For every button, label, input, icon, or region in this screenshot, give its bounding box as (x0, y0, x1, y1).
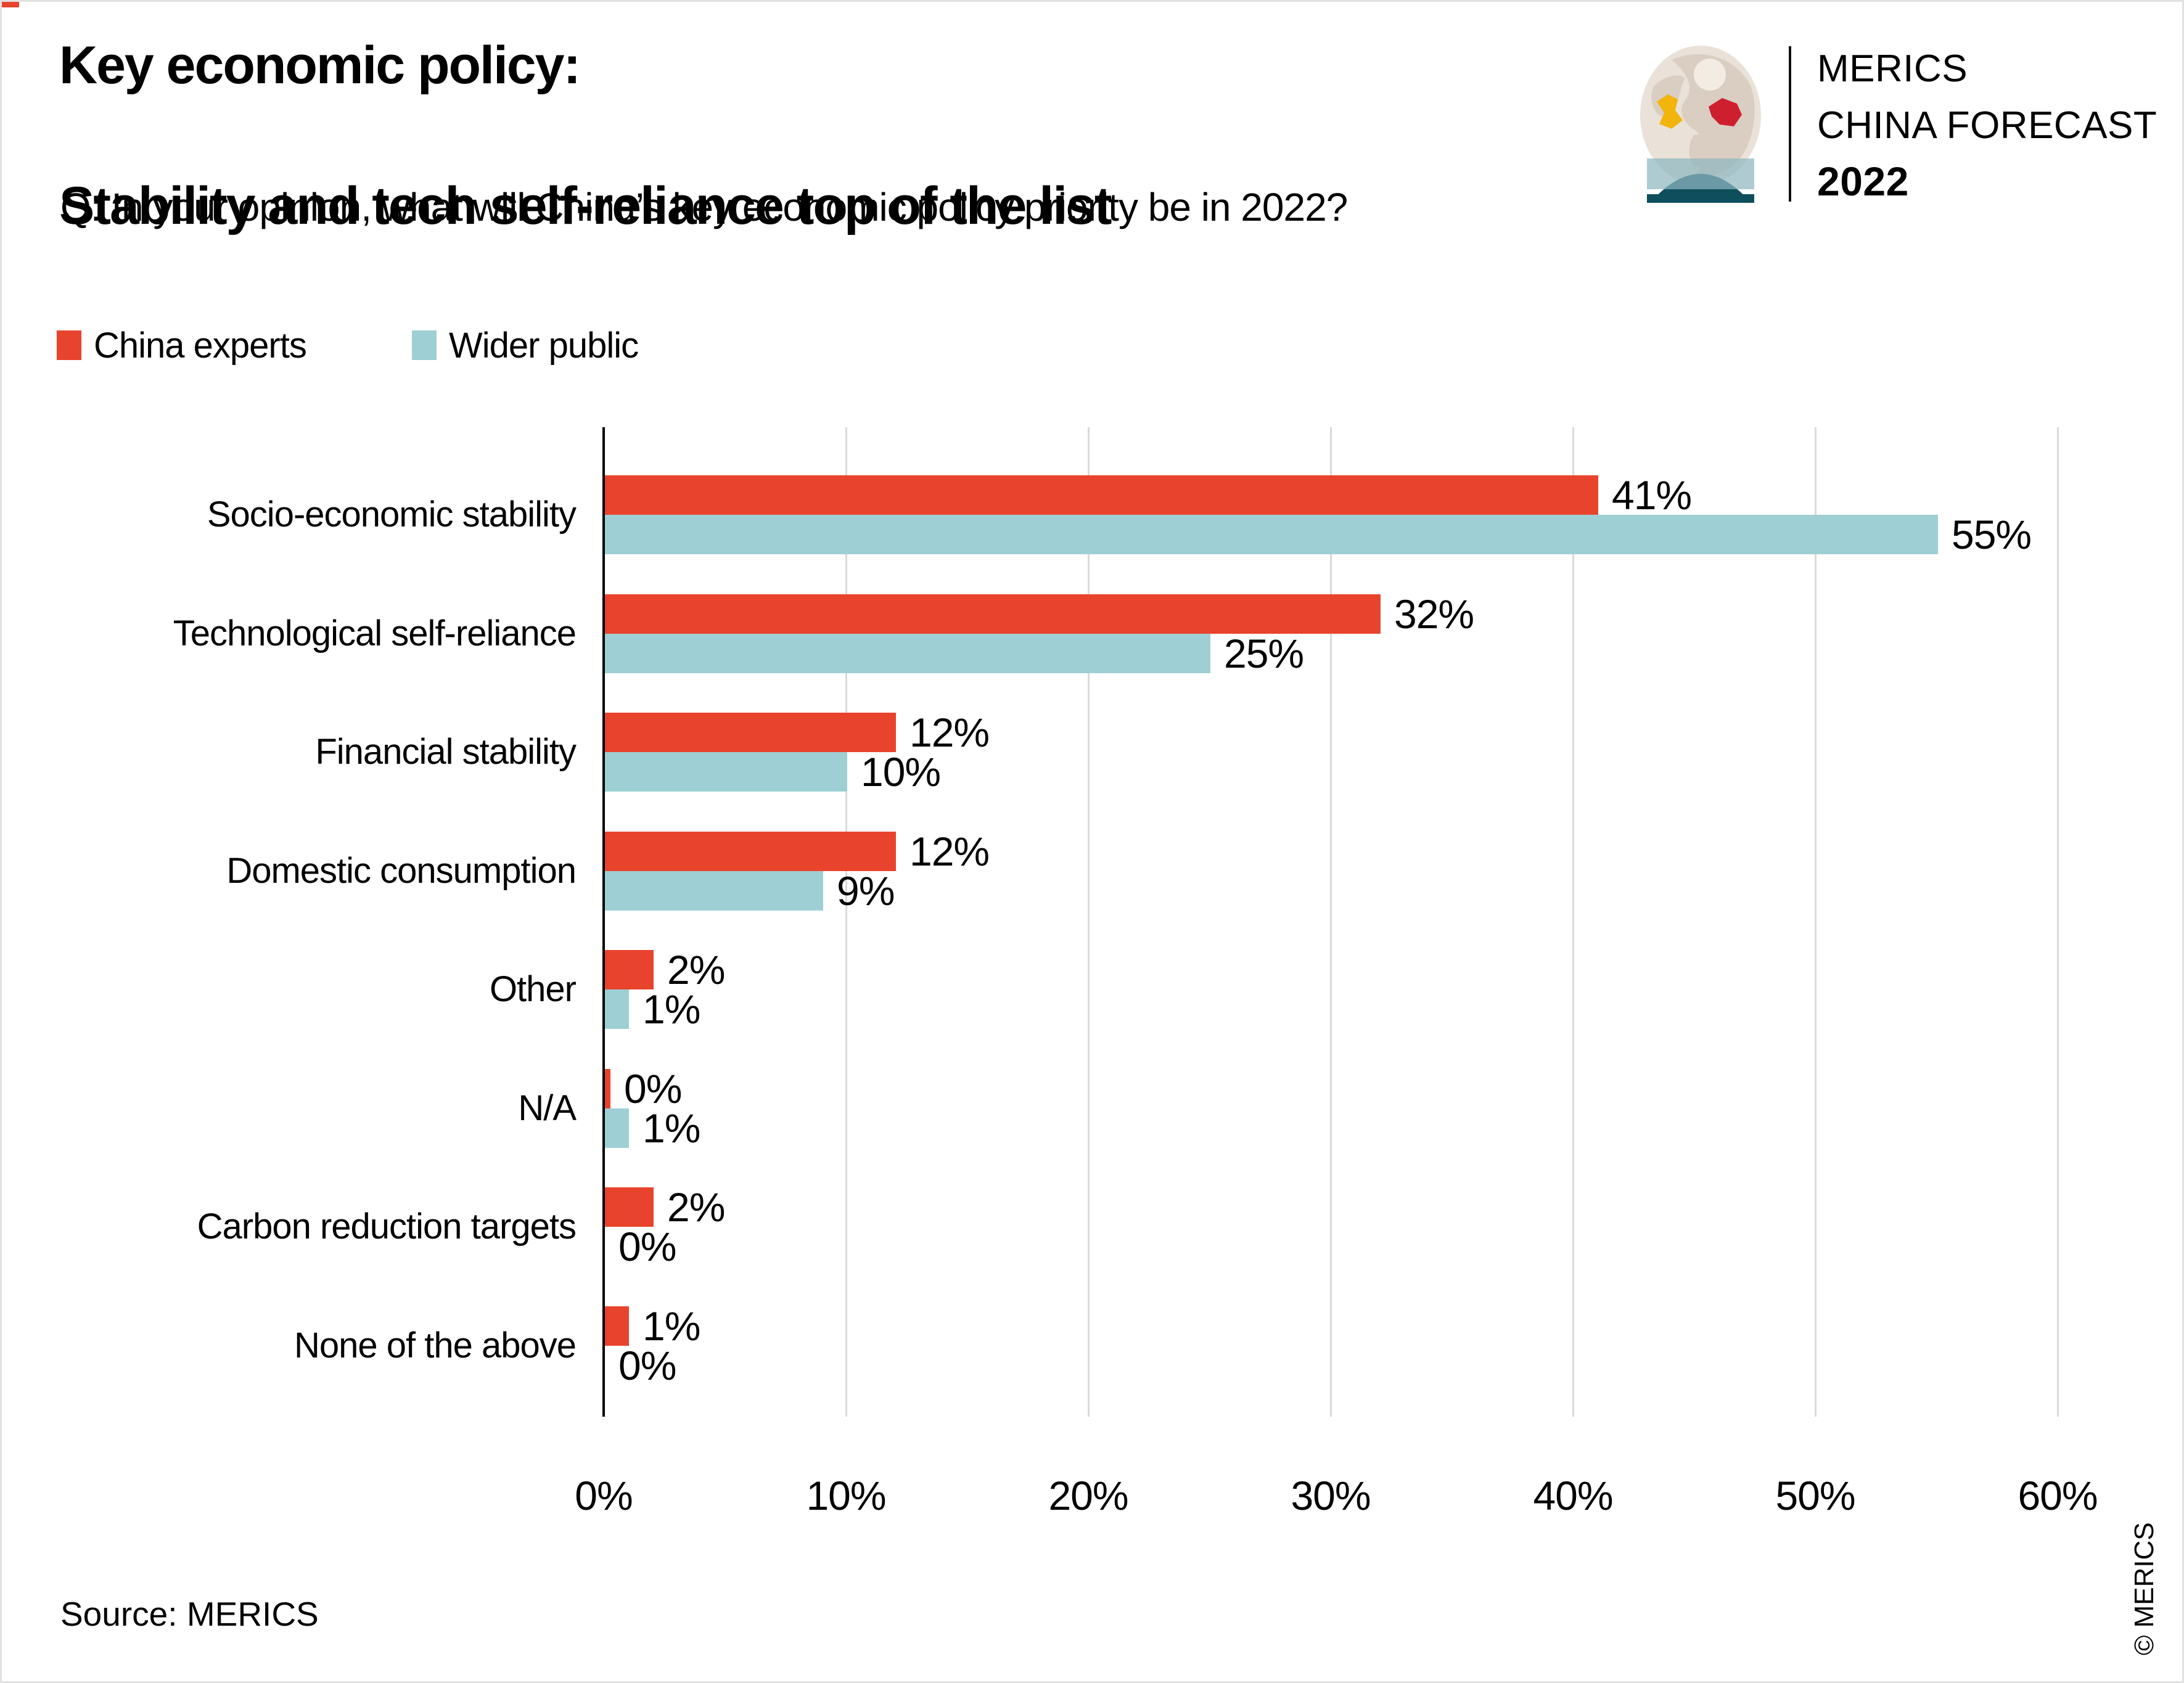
x-tick-label: 20% (1048, 1473, 1128, 1518)
x-tick-label: 40% (1533, 1473, 1613, 1518)
category-label: Other (489, 969, 577, 1009)
legend-swatch-wider-public (412, 330, 437, 360)
y-axis-line (602, 427, 605, 1417)
category-label: Technological self-reliance (173, 613, 577, 653)
legend-label-wider-public: Wider public (449, 325, 639, 366)
value-label-wider-public: 10% (861, 749, 941, 795)
logo-text-merics: MERICS (1817, 47, 1968, 90)
legend-item-china-experts: China experts (57, 326, 307, 366)
x-tick-label: 10% (806, 1473, 886, 1518)
value-label-wider-public: 0% (618, 1343, 676, 1388)
logo-text-china-forecast: CHINA FORECAST (1817, 104, 2157, 147)
bar-china-experts (605, 1069, 610, 1108)
x-tick-label: 50% (1775, 1473, 1855, 1518)
x-tick-label: 0% (575, 1473, 633, 1518)
page-title: Key economic policy: Stability and tech … (59, 30, 1112, 241)
corner-accent-mark (2, 2, 19, 7)
bar-china-experts (605, 1306, 629, 1346)
category-label: Carbon reduction targets (197, 1206, 577, 1247)
x-tick-label: 30% (1291, 1473, 1371, 1518)
x-gridline (1572, 427, 1574, 1417)
bar-china-experts (605, 475, 1598, 515)
legend-label-china-experts: China experts (94, 325, 307, 366)
value-label-china-experts: 2% (667, 947, 725, 993)
value-label-china-experts: 12% (909, 829, 990, 874)
bar-wider-public (605, 634, 1210, 673)
bar-wider-public (605, 989, 629, 1029)
value-label-china-experts: 41% (1612, 472, 1692, 518)
bar-wider-public (605, 752, 847, 792)
value-label-wider-public: 1% (642, 1105, 700, 1151)
logo-text-year: 2022 (1817, 158, 1909, 204)
value-label-wider-public: 1% (642, 986, 700, 1032)
bar-china-experts (605, 832, 896, 871)
bar-china-experts (605, 1187, 654, 1227)
x-gridline (2057, 427, 2059, 1417)
copyright-note: © MERICS (2129, 1522, 2159, 1655)
survey-question: Q: In your opinion, what will China’s ke… (60, 185, 1348, 229)
value-label-china-experts: 12% (909, 710, 990, 755)
value-label-wider-public: 0% (618, 1224, 676, 1269)
bar-china-experts (605, 594, 1381, 634)
category-label: None of the above (294, 1325, 577, 1366)
value-label-china-experts: 32% (1394, 591, 1474, 637)
bar-wider-public (605, 871, 823, 911)
value-label-wider-public: 55% (1952, 512, 2032, 557)
bar-china-experts (605, 713, 896, 752)
snow-globe-logo-icon (1640, 46, 1761, 203)
category-label: N/A (518, 1088, 577, 1128)
legend-swatch-china-experts (57, 330, 81, 360)
value-label-china-experts: 1% (642, 1303, 700, 1349)
x-gridline (1330, 427, 1332, 1417)
x-tick-label: 60% (2018, 1473, 2098, 1518)
value-label-china-experts: 2% (667, 1184, 725, 1230)
title-line-2: Stability and tech self-reliance top of … (59, 176, 1112, 235)
value-label-wider-public: 25% (1224, 631, 1304, 676)
category-label: Financial stability (315, 732, 577, 772)
bar-wider-public (605, 1108, 629, 1148)
legend-item-wider-public: Wider public (412, 326, 639, 366)
title-line-1: Key economic policy: (59, 36, 581, 95)
logo-divider (1789, 46, 1791, 202)
category-label: Socio-economic stability (207, 494, 577, 534)
x-gridline (845, 427, 847, 1417)
value-label-wider-public: 9% (837, 868, 895, 914)
source-note: Source: MERICS (60, 1595, 319, 1633)
value-label-china-experts: 0% (624, 1066, 682, 1112)
x-gridline (1815, 427, 1817, 1417)
category-label: Domestic consumption (226, 851, 577, 891)
x-gridline (1088, 427, 1090, 1417)
bar-china-experts (605, 950, 654, 989)
bar-wider-public (605, 515, 1938, 554)
